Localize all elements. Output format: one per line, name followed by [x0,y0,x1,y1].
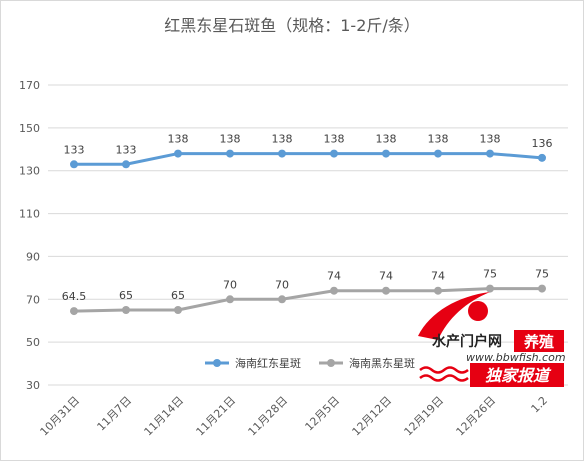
legend-label: 海南红东星斑 [235,356,301,370]
data-label: 70 [275,278,289,291]
data-label: 138 [168,133,189,146]
watermark-brand-accent: 养殖 [523,333,554,351]
y-tick-label: 110 [19,208,40,221]
data-label: 136 [532,137,553,150]
data-point [174,149,182,158]
data-label: 138 [480,133,501,146]
legend: 海南红东星斑 海南黑东星斑 [205,356,415,370]
series-line [73,287,542,313]
series-2: 64.5 65 65 70 70 74 74 74 75 75 [62,268,549,316]
y-tick-label: 70 [26,293,40,306]
watermark-brand: 水产门户网 [432,333,502,350]
data-point [486,149,494,158]
chart-title: 红黑东星石斑鱼（规格：1-2斤/条） [164,16,420,35]
y-tick-label: 130 [19,165,40,178]
grid-lines [48,84,568,386]
series-layer: 133 133 138 138 138 138 138 138 138 136 64.5 65 65 70… [62,133,553,316]
watermark-url: www.bbwfish.com [466,351,566,364]
legend-swatch-marker [213,359,221,367]
data-label: 138 [376,133,397,146]
data-label: 75 [483,268,497,281]
data-point [434,286,442,295]
data-point [330,286,338,295]
data-point [434,149,442,158]
y-tick-label: 150 [19,122,40,135]
data-label: 70 [223,278,237,291]
data-label: 65 [119,289,133,302]
y-tick-label: 90 [26,250,40,263]
data-label: 64.5 [62,290,87,303]
y-axis: 30 50 70 90 110 130 150 170 [19,79,40,392]
series-line [74,152,543,166]
data-label: 75 [535,268,549,281]
series-1: 133 133 138 138 138 138 138 138 138 136 [64,133,553,169]
legend-swatch-marker [327,359,335,367]
data-point [330,149,338,158]
data-point [382,149,390,158]
watermark-badge-box [470,363,564,387]
watermark-dot [468,301,488,321]
watermark-logo: 水产门户网 养殖 www.bbwfish.com 独家报道 [418,292,566,387]
data-label: 74 [431,270,445,283]
watermark-swoosh [418,292,490,340]
data-point [226,295,234,304]
data-label: 74 [327,270,341,283]
legend-label: 海南黑东星斑 [349,356,415,370]
legend-item: 海南红东星斑 [205,356,301,370]
data-point [122,306,130,314]
data-label: 74 [379,270,393,283]
data-point [122,160,130,169]
watermark-waves [419,366,469,382]
data-label: 138 [272,133,293,146]
data-label: 133 [116,143,137,156]
data-point [70,160,78,169]
data-point [70,307,78,316]
data-label: 138 [220,133,241,146]
y-tick-label: 50 [26,336,40,349]
data-point [538,153,546,162]
y-tick-label: 170 [19,79,40,92]
data-point [174,306,182,314]
watermark-brand-box [514,330,564,352]
watermark-badge: 独家报道 [485,366,552,385]
data-label: 138 [324,133,345,146]
data-point [278,149,286,158]
data-point [278,295,286,304]
data-label: 65 [171,289,185,302]
data-point [538,284,546,293]
data-point [226,149,234,158]
data-label: 138 [428,133,449,146]
data-label: 133 [64,143,85,156]
legend-item: 海南黑东星斑 [319,356,415,370]
data-point [382,286,390,295]
y-tick-label: 30 [26,379,40,392]
data-point [486,284,494,293]
